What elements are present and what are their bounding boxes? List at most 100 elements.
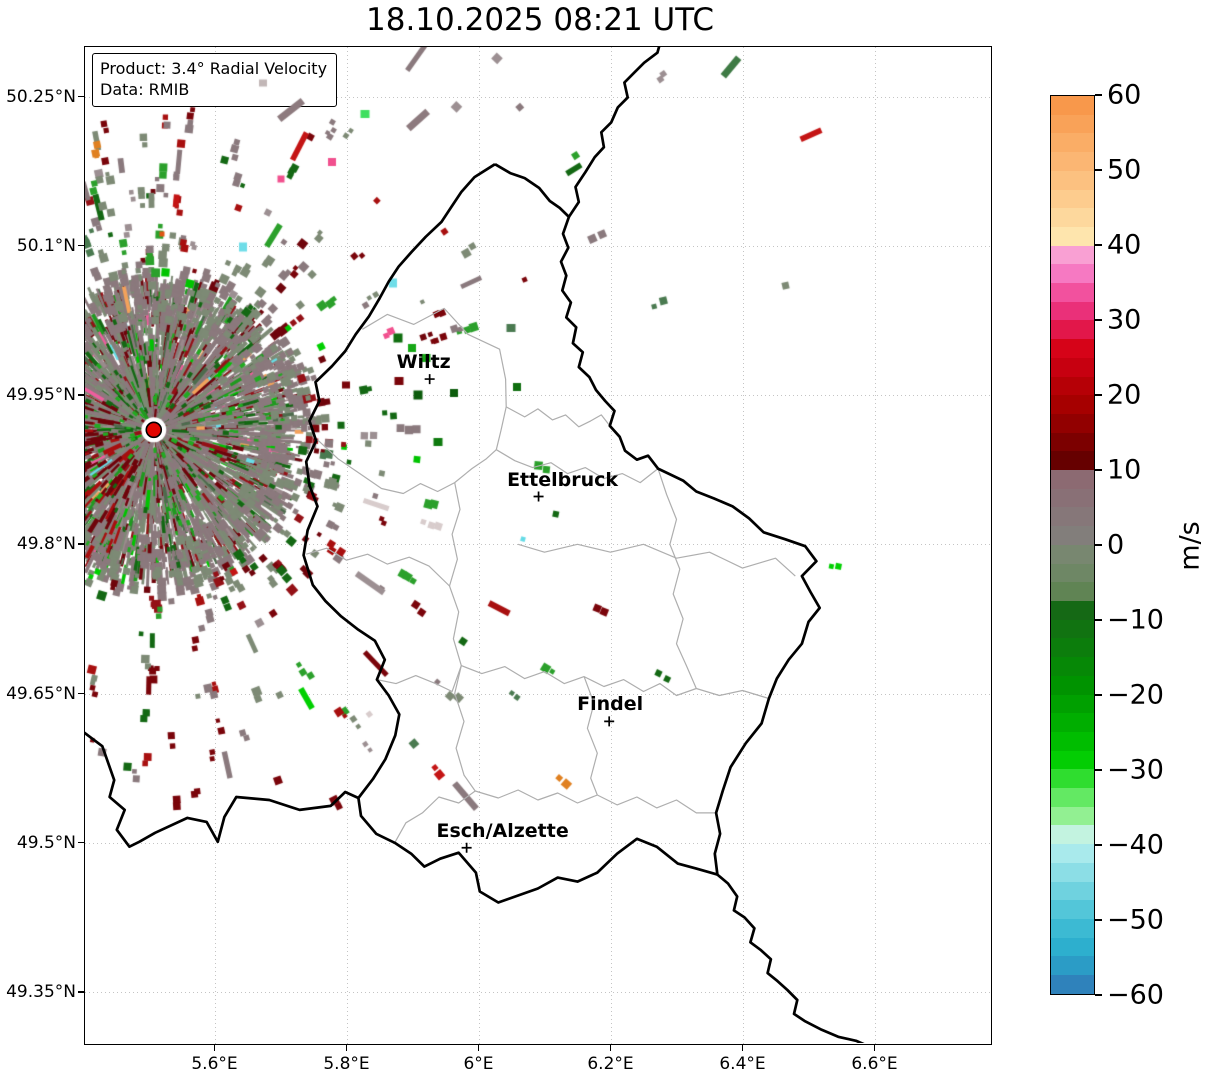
district-border	[657, 468, 697, 689]
radar-echo-canvas	[85, 47, 990, 1043]
colorbar-band	[1051, 713, 1094, 732]
colorbar-band	[1051, 825, 1094, 845]
colorbar-band	[1051, 507, 1094, 527]
radar-site-marker	[145, 421, 163, 439]
colorbar-tick-mark	[1095, 919, 1102, 921]
y-tick-mark	[78, 244, 84, 247]
colorbar	[1050, 95, 1095, 995]
colorbar-band	[1051, 152, 1094, 171]
colorbar-band	[1051, 189, 1094, 209]
colorbar-band	[1051, 170, 1094, 190]
district-border	[317, 439, 497, 495]
colorbar-band	[1051, 226, 1094, 246]
colorbar-tick-label: −50	[1107, 904, 1164, 936]
colorbar-tick-mark	[1095, 544, 1102, 546]
colorbar-gradient	[1051, 96, 1094, 994]
colorbar-tick-label: 60	[1107, 79, 1142, 111]
district-border	[361, 307, 507, 450]
colorbar-tick-label: −30	[1107, 754, 1164, 786]
district-border	[583, 676, 598, 796]
colorbar-band	[1051, 376, 1094, 396]
y-tick-label: 50.1°N	[16, 235, 76, 256]
city-marker-findel	[604, 716, 615, 727]
colorbar-tick-label: −10	[1107, 604, 1164, 636]
colorbar-band	[1051, 918, 1094, 938]
city-markers-layer	[145, 374, 615, 853]
city-label-findel: Findel	[577, 693, 644, 716]
x-tick-label: 6°E	[463, 1054, 494, 1074]
colorbar-tick-mark	[1095, 844, 1102, 846]
colorbar-band	[1051, 675, 1094, 695]
x-tick-mark	[477, 1045, 480, 1051]
colorbar-band	[1051, 657, 1094, 676]
map-plot-area: Product: 3.4° Radial Velocity Data: RMIB…	[84, 46, 992, 1045]
colorbar-band	[1051, 862, 1094, 882]
x-tick-label: 6.6°E	[851, 1054, 898, 1074]
colorbar-band	[1051, 413, 1094, 433]
colorbar-tick-mark	[1095, 619, 1102, 621]
colorbar-band	[1051, 900, 1094, 919]
colorbar-tick-mark	[1095, 994, 1102, 996]
colorbar-band	[1051, 563, 1094, 583]
country-border	[567, 47, 661, 218]
y-tick-mark	[78, 543, 84, 545]
y-tick-mark	[78, 95, 84, 98]
colorbar-tick-label: −40	[1107, 829, 1164, 861]
colorbar-unit-label: m/s	[1174, 521, 1206, 571]
colorbar-band	[1051, 769, 1094, 789]
colorbar-tick-label: 50	[1107, 154, 1142, 186]
y-tick-label: 49.5°N	[16, 832, 76, 853]
plot-title: 18.10.2025 08:21 UTC	[366, 2, 714, 38]
colorbar-tick-label: 30	[1107, 304, 1142, 336]
city-label-esch-alzette: Esch/Alzette	[436, 819, 569, 842]
colorbar-band	[1051, 881, 1094, 901]
colorbar-band	[1051, 320, 1094, 340]
x-tick-mark	[345, 1045, 348, 1051]
colorbar-band	[1051, 638, 1094, 658]
country-border	[85, 731, 359, 849]
country-border	[302, 163, 822, 904]
colorbar-band	[1051, 470, 1094, 489]
colorbar-band	[1051, 619, 1094, 639]
district-border	[461, 665, 770, 700]
city-label-ettelbruck: Ettelbruck	[507, 469, 619, 492]
colorbar-band	[1051, 975, 1094, 994]
y-tick-mark	[78, 692, 84, 695]
colorbar-band	[1051, 208, 1094, 227]
city-marker-esch-alzette	[461, 842, 472, 853]
colorbar-tick-mark	[1095, 319, 1102, 321]
x-tick-label: 5.8°E	[323, 1054, 370, 1074]
colorbar-tick-label: −60	[1107, 979, 1164, 1011]
y-tick-label: 49.8°N	[16, 534, 76, 555]
colorbar-tick-label: 20	[1107, 379, 1142, 411]
colorbar-tick-mark	[1095, 169, 1102, 171]
x-tick-mark	[873, 1045, 876, 1051]
colorbar-band	[1051, 339, 1094, 358]
colorbar-band	[1051, 488, 1094, 508]
x-tick-mark	[741, 1045, 744, 1051]
colorbar-tick-mark	[1095, 469, 1102, 471]
x-tick-mark	[609, 1045, 612, 1051]
district-border	[517, 543, 796, 577]
colorbar-band	[1051, 432, 1094, 452]
district-border	[394, 790, 476, 844]
colorbar-band	[1051, 301, 1094, 321]
colorbar-tick-label: 10	[1107, 454, 1142, 486]
district-border	[495, 449, 659, 484]
colorbar-tick-mark	[1095, 394, 1102, 396]
colorbar-band	[1051, 526, 1094, 545]
colorbar-band	[1051, 133, 1094, 153]
colorbar-band	[1051, 114, 1094, 134]
country-border	[716, 873, 865, 1043]
x-tick-label: 6.4°E	[719, 1054, 766, 1074]
colorbar-band	[1051, 788, 1094, 807]
colorbar-band	[1051, 731, 1094, 751]
y-tick-mark	[78, 991, 84, 993]
colorbar-tick-label: 40	[1107, 229, 1142, 261]
country-borders-map	[85, 47, 865, 1043]
colorbar-tick-mark	[1095, 94, 1102, 96]
district-border	[306, 547, 450, 587]
y-tick-mark	[78, 841, 84, 844]
colorbar-tick-label: 0	[1107, 529, 1125, 561]
